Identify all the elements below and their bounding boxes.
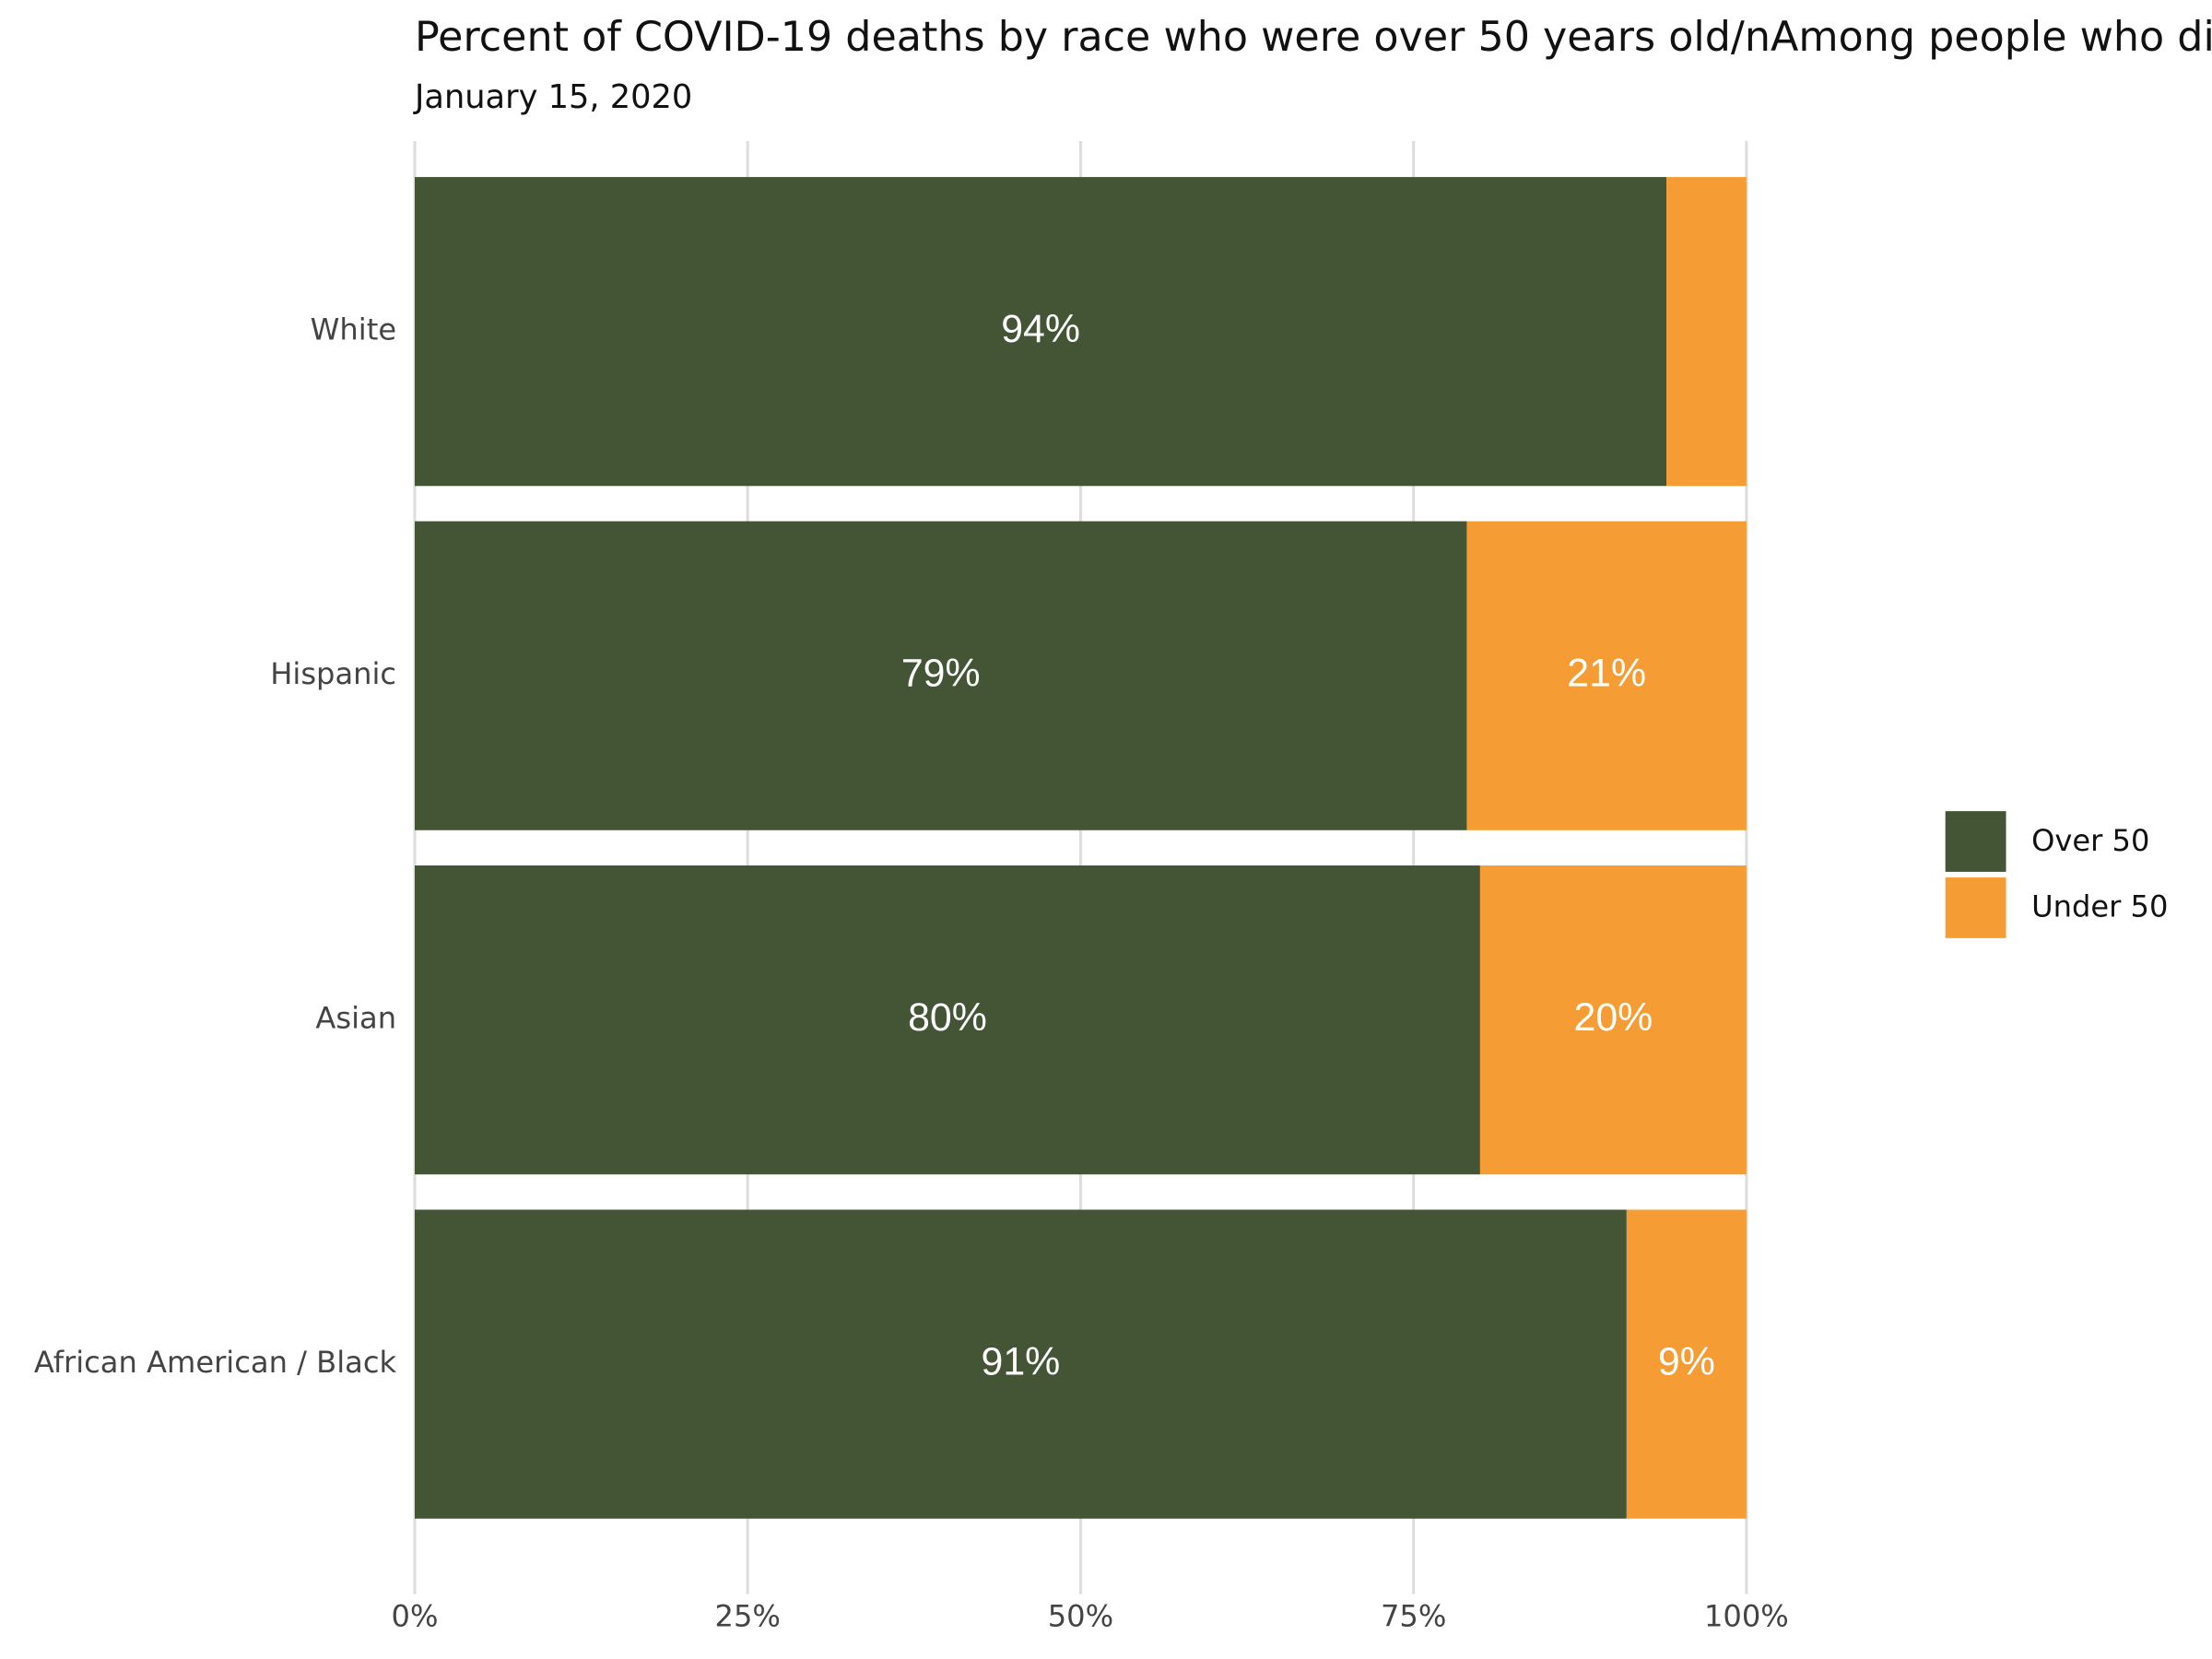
legend-label: Over 50 — [2031, 823, 2149, 858]
y-tick-label: Asian — [315, 1001, 396, 1036]
legend-swatch — [1945, 877, 2006, 938]
bar-segment — [415, 521, 1467, 830]
bar-segment — [1626, 1209, 1747, 1519]
data-label: 20% — [1574, 995, 1653, 1040]
x-tick-label: 0% — [392, 1599, 439, 1634]
data-label: 9% — [1658, 1339, 1715, 1383]
bar-segment — [1666, 177, 1747, 487]
y-tick-label: White — [311, 312, 396, 347]
data-label: 94% — [1001, 307, 1080, 351]
data-label: 79% — [901, 651, 981, 695]
data-label: 80% — [908, 995, 987, 1040]
legend-label: Under 50 — [2031, 889, 2168, 924]
data-label: 91% — [982, 1339, 1061, 1383]
chart-subtitle: January 15, 2020 — [413, 78, 692, 116]
y-tick-label: Hispanic — [270, 656, 396, 691]
bar-segment — [415, 1209, 1627, 1519]
y-tick-label: African American / Black — [34, 1345, 397, 1380]
x-tick-label: 100% — [1704, 1599, 1789, 1634]
bar-segment — [1479, 865, 1747, 1175]
bar-segment — [1466, 521, 1747, 830]
bar-segment — [415, 865, 1480, 1175]
chart-title: Percent of COVID-19 deaths by race who w… — [415, 14, 2212, 61]
x-tick-label: 75% — [1381, 1599, 1446, 1634]
data-label: 21% — [1567, 651, 1646, 695]
x-tick-label: 50% — [1048, 1599, 1113, 1634]
bar-segment — [415, 177, 1667, 487]
legend-swatch — [1945, 811, 2006, 872]
x-tick-label: 25% — [715, 1599, 781, 1634]
